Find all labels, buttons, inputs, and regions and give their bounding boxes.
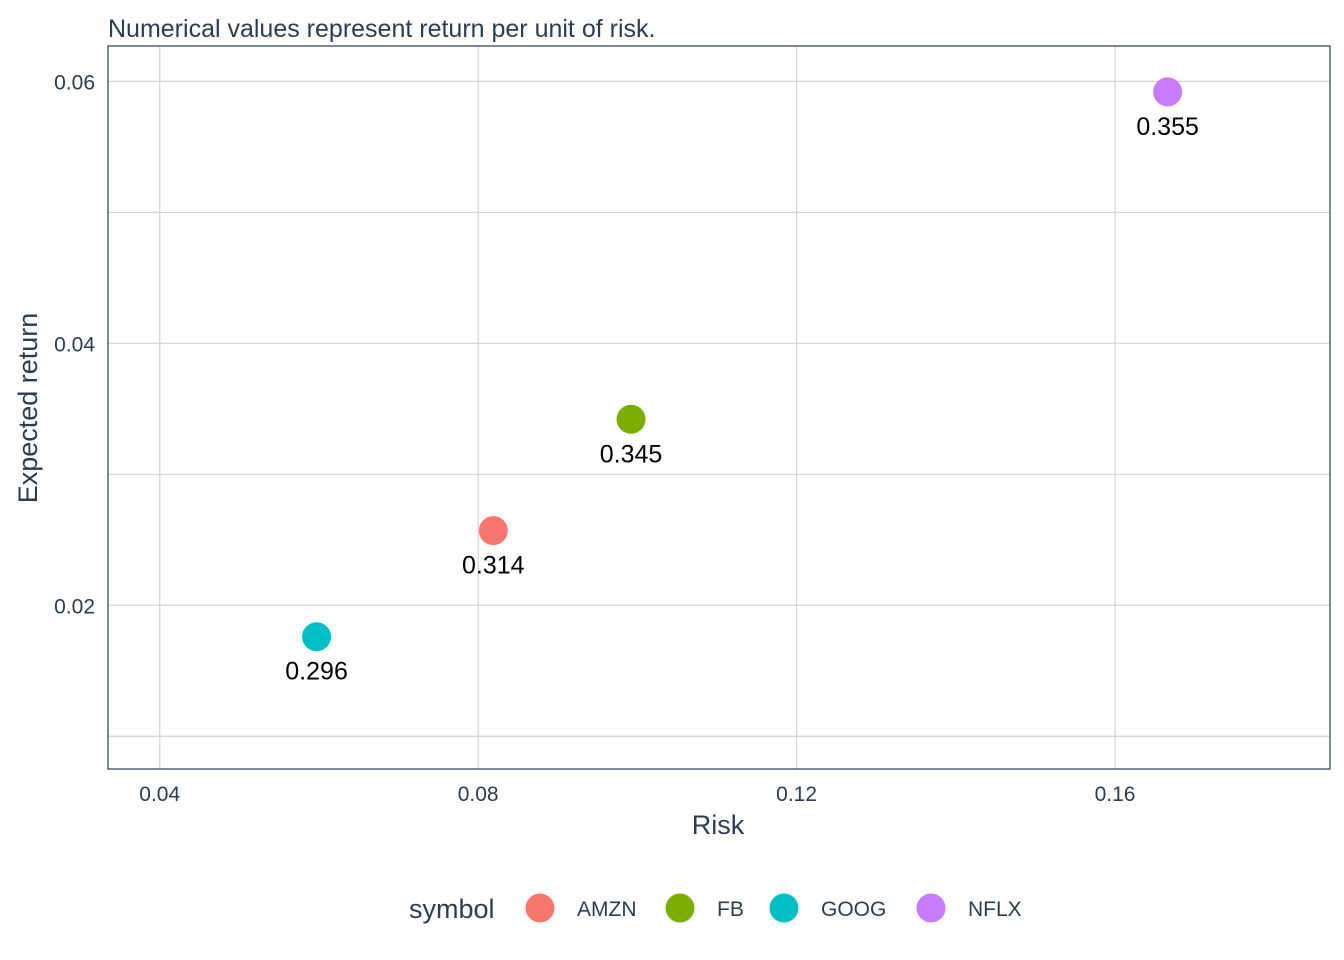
legend-label-amzn: AMZN (577, 898, 637, 921)
grid-lines (108, 46, 1330, 769)
legend-label-goog: GOOG (821, 898, 886, 921)
x-axis-ticks: 0.04 0.08 0.12 0.16 (139, 783, 1135, 806)
x-tick-label: 0.08 (458, 783, 499, 806)
data-label-fb: 0.345 (600, 440, 663, 468)
data-label-goog: 0.296 (285, 658, 348, 686)
point-fb (616, 404, 646, 434)
point-amzn (478, 516, 508, 546)
chart-subtitle: Numerical values represent return per un… (108, 15, 655, 43)
x-axis-title: Risk (692, 810, 745, 840)
y-tick-label: 0.06 (54, 71, 95, 94)
data-labels: 0.314 0.345 0.296 0.355 (285, 113, 1199, 686)
panel-border (107, 45, 1331, 770)
legend-label-nflx: NFLX (968, 898, 1022, 921)
x-tick-label: 0.16 (1095, 783, 1136, 806)
data-points (302, 77, 1183, 652)
x-tick-label: 0.12 (776, 783, 817, 806)
legend-title: symbol (409, 894, 495, 924)
data-label-nflx: 0.355 (1136, 113, 1199, 141)
legend-key-fb (665, 893, 695, 923)
point-goog (302, 622, 332, 652)
point-nflx (1153, 77, 1183, 107)
y-tick-label: 0.02 (54, 595, 95, 618)
legend: symbol AMZN FB GOOG NFLX (409, 893, 1022, 924)
x-tick-label: 0.04 (139, 783, 180, 806)
y-axis-ticks: 0.02 0.04 0.06 (54, 71, 95, 618)
legend-label-fb: FB (717, 898, 744, 921)
plot-panel (107, 45, 1331, 770)
y-tick-label: 0.04 (54, 333, 95, 356)
y-axis-title: Expected return (13, 313, 43, 504)
legend-key-amzn (525, 893, 555, 923)
legend-key-nflx (916, 893, 946, 923)
data-label-amzn: 0.314 (462, 552, 525, 580)
legend-key-goog (769, 893, 799, 923)
